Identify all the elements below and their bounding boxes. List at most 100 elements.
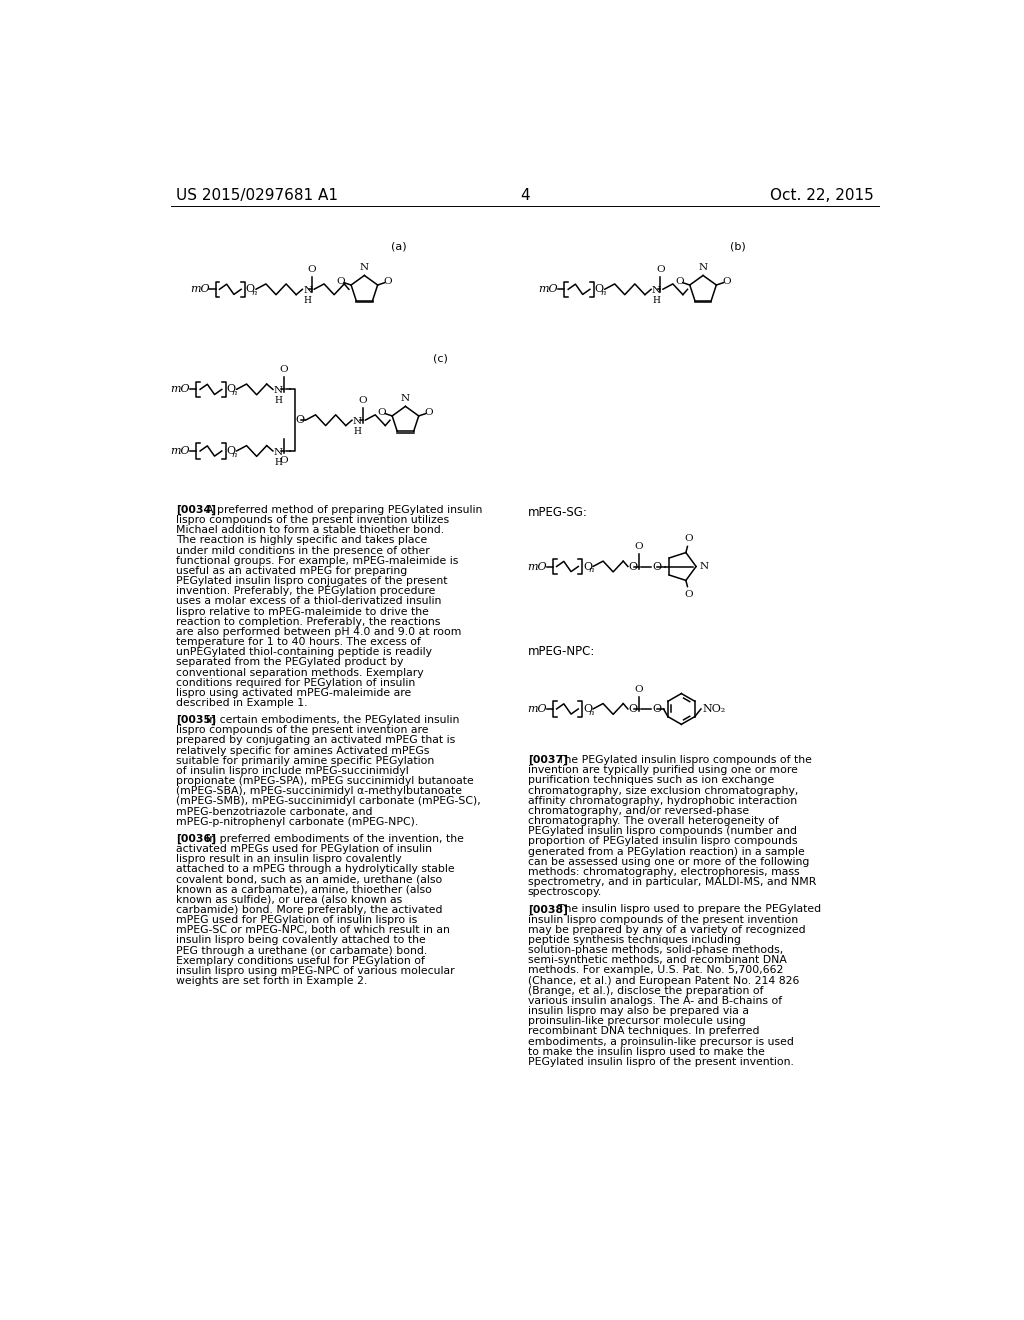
Text: O: O bbox=[652, 704, 662, 714]
Text: weights are set forth in Example 2.: weights are set forth in Example 2. bbox=[176, 977, 368, 986]
Text: [0036]: [0036] bbox=[176, 834, 216, 843]
Text: O: O bbox=[656, 265, 665, 275]
Text: N: N bbox=[699, 562, 709, 572]
Text: The PEGylated insulin lispro compounds of the: The PEGylated insulin lispro compounds o… bbox=[551, 755, 812, 766]
Text: O: O bbox=[337, 277, 345, 286]
Text: mO: mO bbox=[189, 284, 209, 294]
Text: O: O bbox=[684, 535, 692, 544]
Text: temperature for 1 to 40 hours. The excess of: temperature for 1 to 40 hours. The exces… bbox=[176, 638, 421, 647]
Text: purification techniques such as ion exchange: purification techniques such as ion exch… bbox=[528, 775, 774, 785]
Text: (a): (a) bbox=[391, 242, 408, 252]
Text: separated from the PEGylated product by: separated from the PEGylated product by bbox=[176, 657, 403, 668]
Text: O: O bbox=[383, 277, 392, 286]
Text: O: O bbox=[425, 408, 433, 417]
Text: activated mPEGs used for PEGylation of insulin: activated mPEGs used for PEGylation of i… bbox=[176, 843, 432, 854]
Text: lispro compounds of the present invention utilizes: lispro compounds of the present inventio… bbox=[176, 515, 450, 525]
Text: chromatography. The overall heterogeneity of: chromatography. The overall heterogeneit… bbox=[528, 816, 778, 826]
Text: O: O bbox=[583, 704, 592, 714]
Text: O: O bbox=[378, 408, 386, 417]
Text: lispro using activated mPEG-maleimide are: lispro using activated mPEG-maleimide ar… bbox=[176, 688, 412, 698]
Text: are also performed between pH 4.0 and 9.0 at room: are also performed between pH 4.0 and 9.… bbox=[176, 627, 462, 636]
Text: N: N bbox=[698, 264, 708, 272]
Text: O: O bbox=[652, 561, 662, 572]
Text: n: n bbox=[231, 389, 238, 397]
Text: [0037]: [0037] bbox=[528, 755, 568, 766]
Text: lispro relative to mPEG-maleimide to drive the: lispro relative to mPEG-maleimide to dri… bbox=[176, 607, 429, 616]
Text: 4: 4 bbox=[520, 187, 529, 203]
Text: n: n bbox=[589, 566, 594, 574]
Text: n: n bbox=[251, 289, 257, 297]
Text: (c): (c) bbox=[432, 354, 447, 363]
Text: n: n bbox=[231, 451, 238, 459]
Text: O: O bbox=[280, 366, 288, 374]
Text: O: O bbox=[595, 284, 604, 294]
Text: N: N bbox=[652, 286, 662, 296]
Text: spectrometry, and in particular, MALDI-MS, and NMR: spectrometry, and in particular, MALDI-M… bbox=[528, 876, 816, 887]
Text: unPEGylated thiol-containing peptide is readily: unPEGylated thiol-containing peptide is … bbox=[176, 647, 432, 657]
Text: chromatography, size exclusion chromatography,: chromatography, size exclusion chromatog… bbox=[528, 785, 799, 796]
Text: affinity chromatography, hydrophobic interaction: affinity chromatography, hydrophobic int… bbox=[528, 796, 797, 805]
Text: carbamide) bond. More preferably, the activated: carbamide) bond. More preferably, the ac… bbox=[176, 906, 442, 915]
Text: of insulin lispro include mPEG-succinimidyl: of insulin lispro include mPEG-succinimi… bbox=[176, 766, 409, 776]
Text: N: N bbox=[352, 417, 361, 426]
Text: insulin lispro compounds of the present invention: insulin lispro compounds of the present … bbox=[528, 915, 798, 924]
Text: mPEG-SC or mPEG-NPC, both of which result in an: mPEG-SC or mPEG-NPC, both of which resul… bbox=[176, 925, 450, 936]
Text: invention. Preferably, the PEGylation procedure: invention. Preferably, the PEGylation pr… bbox=[176, 586, 435, 597]
Text: covalent bond, such as an amide, urethane (also: covalent bond, such as an amide, urethan… bbox=[176, 875, 442, 884]
Text: US 2015/0297681 A1: US 2015/0297681 A1 bbox=[176, 187, 338, 203]
Text: mO: mO bbox=[539, 284, 558, 294]
Text: relatively specific for amines Activated mPEGs: relatively specific for amines Activated… bbox=[176, 746, 429, 755]
Text: invention are typically purified using one or more: invention are typically purified using o… bbox=[528, 766, 798, 775]
Text: O: O bbox=[676, 277, 684, 286]
Text: In certain embodiments, the PEGylated insulin: In certain embodiments, the PEGylated in… bbox=[200, 715, 460, 725]
Text: mO: mO bbox=[527, 704, 547, 714]
Text: lispro result in an insulin lispro covalently: lispro result in an insulin lispro coval… bbox=[176, 854, 401, 865]
Text: insulin lispro using mPEG-NPC of various molecular: insulin lispro using mPEG-NPC of various… bbox=[176, 966, 455, 975]
Text: H: H bbox=[274, 396, 283, 405]
Text: various insulin analogs. The A- and B-chains of: various insulin analogs. The A- and B-ch… bbox=[528, 995, 782, 1006]
Text: O: O bbox=[635, 685, 643, 693]
Text: semi-synthetic methods, and recombinant DNA: semi-synthetic methods, and recombinant … bbox=[528, 956, 786, 965]
Text: n: n bbox=[589, 709, 594, 717]
Text: may be prepared by any of a variety of recognized: may be prepared by any of a variety of r… bbox=[528, 925, 806, 935]
Text: Exemplary conditions useful for PEGylation of: Exemplary conditions useful for PEGylati… bbox=[176, 956, 425, 966]
Text: to make the insulin lispro used to make the: to make the insulin lispro used to make … bbox=[528, 1047, 765, 1057]
Text: H: H bbox=[652, 296, 660, 305]
Text: The reaction is highly specific and takes place: The reaction is highly specific and take… bbox=[176, 536, 427, 545]
Text: O: O bbox=[684, 590, 692, 599]
Text: PEGylated insulin lispro conjugates of the present: PEGylated insulin lispro conjugates of t… bbox=[176, 576, 447, 586]
Text: described in Example 1.: described in Example 1. bbox=[176, 698, 307, 708]
Text: [0035]: [0035] bbox=[176, 715, 216, 726]
Text: embodiments, a proinsulin-like precursor is used: embodiments, a proinsulin-like precursor… bbox=[528, 1036, 794, 1047]
Text: [0038]: [0038] bbox=[528, 904, 567, 915]
Text: mPEG-p-nitrophenyl carbonate (mPEG-NPC).: mPEG-p-nitrophenyl carbonate (mPEG-NPC). bbox=[176, 817, 418, 826]
Text: O: O bbox=[295, 416, 304, 425]
Text: H: H bbox=[274, 458, 283, 467]
Text: recombinant DNA techniques. In preferred: recombinant DNA techniques. In preferred bbox=[528, 1027, 760, 1036]
Text: n: n bbox=[600, 289, 605, 297]
Text: NO₂: NO₂ bbox=[702, 704, 726, 714]
Text: (Chance, et al.) and European Patent No. 214 826: (Chance, et al.) and European Patent No.… bbox=[528, 975, 800, 986]
Text: reaction to completion. Preferably, the reactions: reaction to completion. Preferably, the … bbox=[176, 616, 440, 627]
Text: chromatography, and/or reversed-phase: chromatography, and/or reversed-phase bbox=[528, 807, 749, 816]
Text: PEGylated insulin lispro compounds (number and: PEGylated insulin lispro compounds (numb… bbox=[528, 826, 797, 837]
Text: O: O bbox=[635, 543, 643, 552]
Text: conventional separation methods. Exemplary: conventional separation methods. Exempla… bbox=[176, 668, 424, 677]
Text: lispro compounds of the present invention are: lispro compounds of the present inventio… bbox=[176, 725, 429, 735]
Text: can be assessed using one or more of the following: can be assessed using one or more of the… bbox=[528, 857, 809, 867]
Text: (b): (b) bbox=[730, 242, 745, 252]
Text: spectroscopy.: spectroscopy. bbox=[528, 887, 602, 898]
Text: PEG through a urethane (or carbamate) bond.: PEG through a urethane (or carbamate) bo… bbox=[176, 945, 427, 956]
Text: solution-phase methods, solid-phase methods,: solution-phase methods, solid-phase meth… bbox=[528, 945, 783, 956]
Text: proinsulin-like precursor molecule using: proinsulin-like precursor molecule using bbox=[528, 1016, 745, 1026]
Text: known as a carbamate), amine, thioether (also: known as a carbamate), amine, thioether … bbox=[176, 884, 432, 895]
Text: The insulin lispro used to prepare the PEGylated: The insulin lispro used to prepare the P… bbox=[551, 904, 821, 915]
Text: (Brange, et al.), disclose the preparation of: (Brange, et al.), disclose the preparati… bbox=[528, 986, 764, 995]
Text: mPEG used for PEGylation of insulin lispro is: mPEG used for PEGylation of insulin lisp… bbox=[176, 915, 418, 925]
Text: methods. For example, U.S. Pat. No. 5,700,662: methods. For example, U.S. Pat. No. 5,70… bbox=[528, 965, 783, 975]
Text: mPEG-benzotriazole carbonate, and: mPEG-benzotriazole carbonate, and bbox=[176, 807, 373, 817]
Text: methods: chromatography, electrophoresis, mass: methods: chromatography, electrophoresis… bbox=[528, 867, 800, 876]
Text: O: O bbox=[280, 455, 288, 465]
Text: (mPEG-SBA), mPEG-succinimidyl α-methylbutanoate: (mPEG-SBA), mPEG-succinimidyl α-methylbu… bbox=[176, 787, 462, 796]
Text: A preferred method of preparing PEGylated insulin: A preferred method of preparing PEGylate… bbox=[200, 506, 482, 515]
